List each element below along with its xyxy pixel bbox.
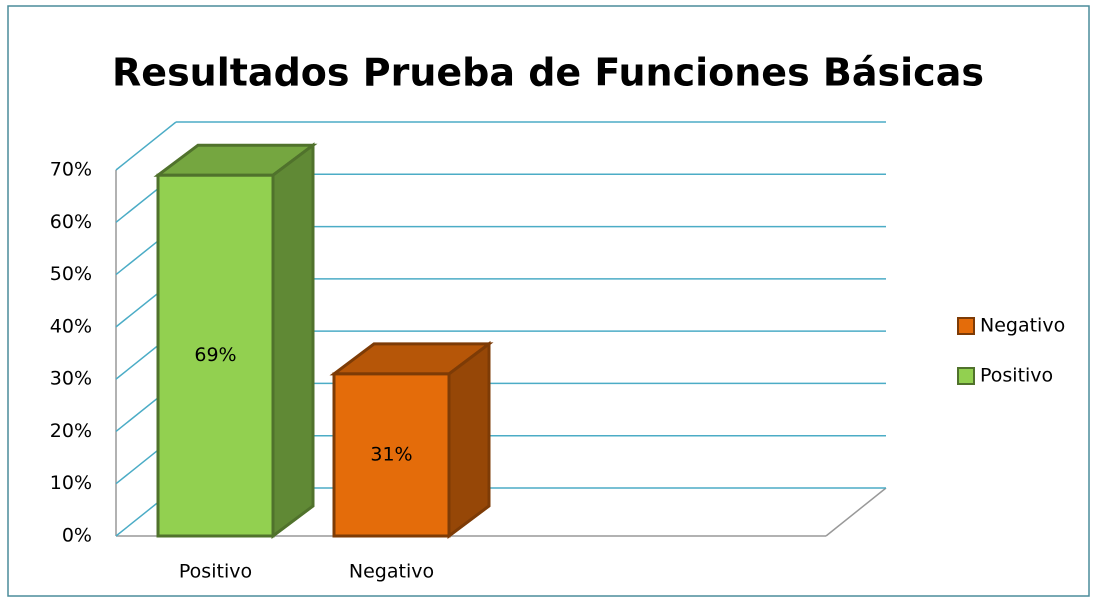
y-tick-label: 0% [62,525,92,547]
x-tick-label: Negativo [349,561,434,583]
legend-label: Positivo [980,365,1053,387]
y-tick-label: 40% [50,315,92,337]
data-label: 69% [194,344,236,366]
legend-swatch [957,367,975,385]
y-tick-label: 50% [50,263,92,285]
bar [156,173,275,538]
x-tick-label: Positivo [179,561,252,583]
bar-side [271,142,315,539]
y-tick-label: 70% [50,159,92,181]
y-tick-label: 10% [50,472,92,494]
y-tick-label: 20% [50,420,92,442]
y-tick-label: 30% [50,368,92,390]
data-label: 31% [370,443,412,465]
chart-title: Resultados Prueba de Funciones Básicas [112,51,984,95]
floor-line [825,487,887,537]
grid-line [115,121,177,171]
legend-label: Negativo [980,315,1065,337]
y-tick-label: 60% [50,211,92,233]
bar [332,372,451,538]
legend-swatch [957,317,975,335]
bar-side [447,340,491,539]
